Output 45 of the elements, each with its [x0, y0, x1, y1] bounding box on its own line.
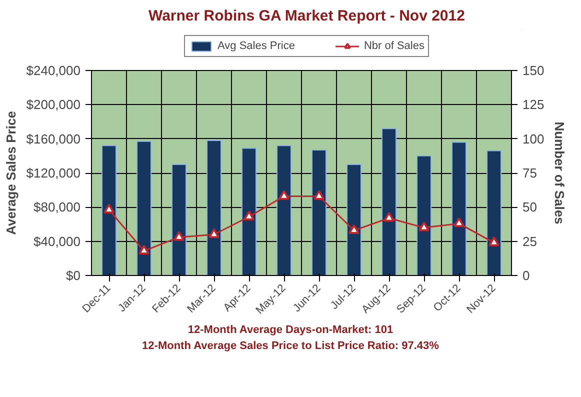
y2-tick-label: 100 — [522, 131, 544, 146]
y-axis-title: Average Sales Price — [3, 111, 18, 235]
point — [138, 244, 150, 254]
y2-tick-label: 125 — [522, 97, 544, 112]
bar — [312, 149, 326, 276]
bar — [452, 142, 466, 276]
point — [244, 210, 254, 220]
y2-tick-label: 50 — [522, 200, 537, 215]
legend-label: Avg Sales Price — [218, 40, 295, 52]
bar — [136, 140, 152, 276]
bar — [486, 150, 502, 276]
y-tick-label: $200,000 — [26, 97, 81, 112]
y-tick-label: $80,000 — [34, 200, 81, 215]
y2-tick-label: 75 — [522, 166, 537, 180]
bar — [346, 164, 362, 276]
point — [174, 231, 184, 241]
y2-tick-label: 0 — [522, 268, 530, 283]
bar — [276, 145, 292, 276]
y-tick-label: $40,000 — [34, 234, 81, 249]
point — [454, 217, 464, 228]
y-tick-label: $160,000 — [26, 131, 81, 146]
point — [348, 224, 360, 234]
y-tick-label: $0 — [66, 268, 81, 283]
bar — [242, 148, 256, 276]
point — [488, 236, 500, 246]
y-tick-label: $240,000 — [26, 63, 81, 78]
point — [104, 204, 114, 214]
point — [418, 221, 430, 232]
point — [384, 212, 394, 222]
y2-tick-label: 150 — [522, 63, 544, 78]
y-tick-label: $120,000 — [26, 166, 81, 180]
chart-title: Warner Robins GA Market Report - Nov 2012 — [148, 8, 465, 24]
text: 12-Month Average Days-on-Market: 101 — [188, 323, 394, 338]
text: 12-Month Average Sales Price to List Price Ratio: 97.43% — [142, 338, 439, 354]
y2-tick-label: 25 — [522, 234, 537, 249]
point — [314, 190, 324, 200]
legend-label: Nbr of Sales — [364, 40, 424, 52]
bar — [206, 140, 222, 276]
bar — [416, 155, 432, 276]
bar — [172, 164, 186, 276]
point — [208, 228, 220, 238]
bar — [102, 145, 116, 276]
y2-axis-title: Number of Sales — [552, 122, 568, 224]
point — [278, 190, 290, 200]
bar — [382, 128, 396, 276]
